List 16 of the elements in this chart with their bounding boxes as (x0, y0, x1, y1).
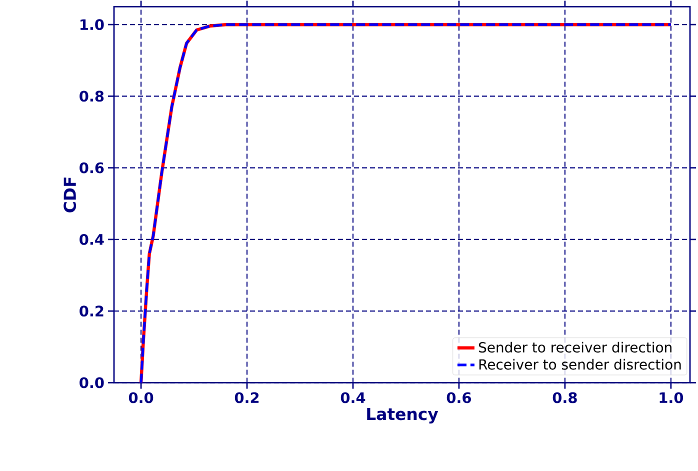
y-tick-label: 1.0 (80, 19, 104, 30)
y-tick-label: 0.2 (80, 306, 104, 317)
x-tick-label: 0.0 (128, 392, 154, 404)
y-tick-label: 0.0 (80, 377, 104, 388)
y-tick-label: 0.8 (80, 90, 104, 102)
legend-label: Receiver to sender disrection (479, 359, 681, 370)
x-axis-title: Latency (367, 408, 438, 424)
x-tick-label: 0.6 (446, 392, 471, 404)
y-axis-title: CDF (64, 178, 76, 213)
x-tick-label: 0.2 (234, 392, 259, 404)
x-tick-label: 0.4 (340, 392, 366, 404)
legend-label: Sender to receiver direction (478, 342, 672, 353)
y-tick-label: 0.4 (80, 234, 104, 246)
x-tick-label: 0.8 (552, 392, 577, 404)
x-tick-label: 1.0 (660, 392, 684, 404)
y-tick-label: 0.6 (80, 162, 104, 174)
